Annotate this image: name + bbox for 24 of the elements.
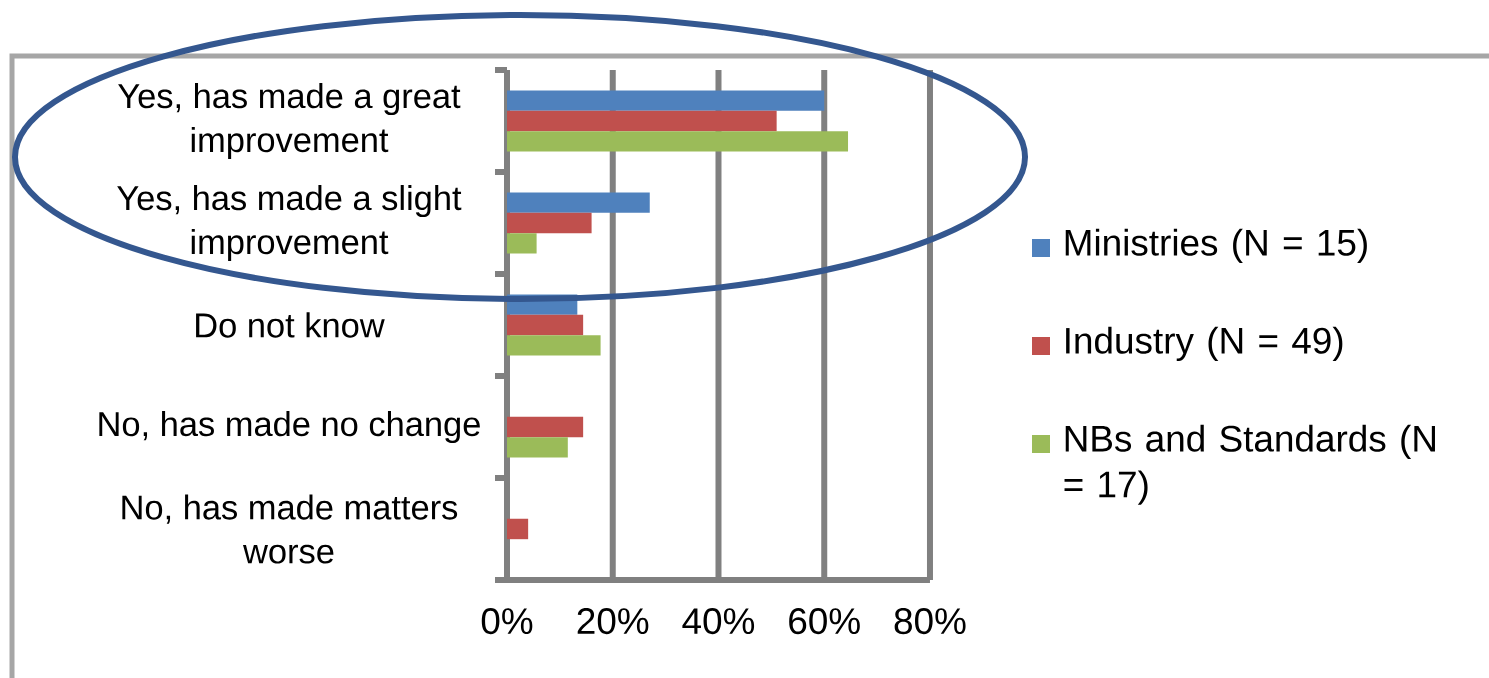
x-tick-label: 60%	[789, 608, 860, 635]
legend-label: Industry (N = 49)	[1066, 326, 1343, 362]
legend-label: NBs and Standards (N = 17)	[1064, 424, 1435, 505]
bar	[507, 90, 825, 111]
bar	[507, 192, 650, 213]
bar	[507, 437, 568, 458]
x-tick-label: 20%	[577, 608, 649, 635]
bar	[507, 335, 601, 356]
y-tick-label: Do not know	[196, 312, 385, 338]
x-tick-label: 80%	[894, 608, 966, 635]
y-tick-label: Yes, has made a great improvement	[118, 82, 461, 160]
x-tick-label: 0%	[481, 608, 533, 635]
bar	[507, 110, 777, 132]
bar	[507, 131, 849, 152]
bar	[507, 416, 584, 438]
legend-label: Ministries (N = 15)	[1065, 228, 1367, 264]
bar	[507, 233, 537, 254]
x-tick-label: 40%	[682, 608, 755, 635]
y-tick-label: Yes, has made a slight improvement	[117, 184, 462, 262]
bar	[507, 212, 592, 234]
y-tick-label: No, has made matters worse	[122, 494, 458, 564]
bar	[507, 518, 529, 540]
bar	[507, 314, 584, 336]
y-tick-label: No, has made no change	[99, 410, 480, 444]
